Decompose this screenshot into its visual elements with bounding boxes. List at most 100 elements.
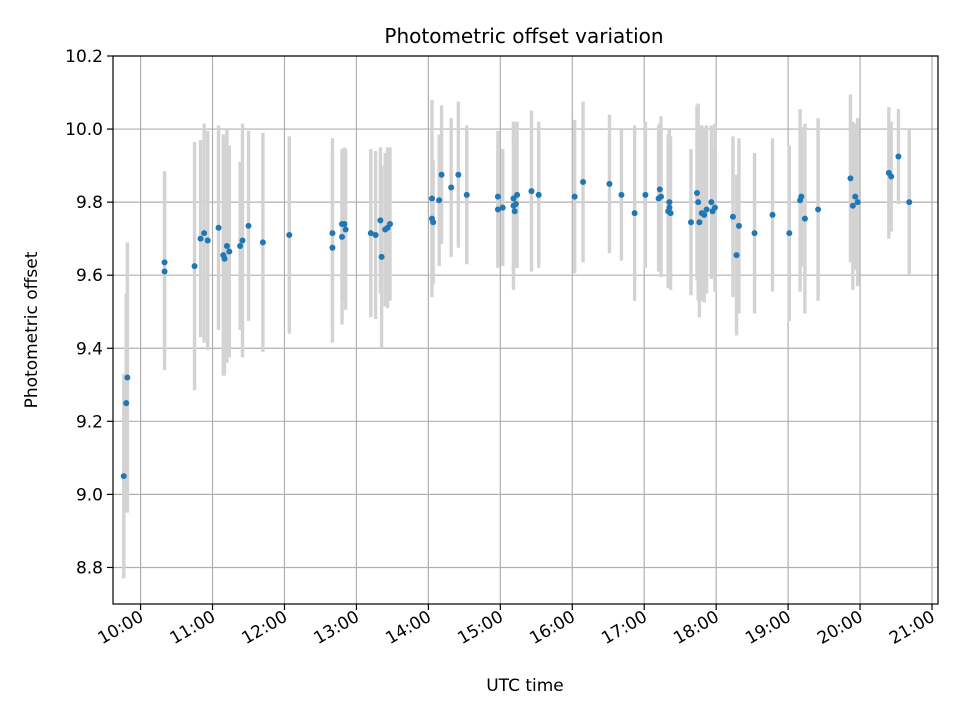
data-point [438, 171, 445, 178]
data-point [221, 255, 228, 262]
data-point [339, 233, 346, 240]
x-tick-label: 19:00 [742, 607, 794, 649]
data-point [494, 193, 501, 200]
data-point [733, 252, 740, 259]
data-point [580, 179, 587, 186]
y-tick-label: 10.0 [65, 120, 103, 140]
data-point [191, 263, 198, 270]
data-point [571, 193, 578, 200]
data-point [455, 171, 462, 178]
error-bars [122, 94, 911, 579]
data-point [448, 184, 455, 191]
data-point [751, 230, 758, 237]
data-point [120, 473, 127, 480]
x-tick-label: 13:00 [310, 607, 362, 649]
data-point [510, 195, 517, 202]
y-tick-label: 9.8 [76, 193, 103, 213]
data-point [259, 239, 266, 246]
data-point [329, 244, 336, 251]
data-point [849, 202, 856, 209]
plot-frame [112, 55, 939, 605]
data-point [161, 268, 168, 275]
data-point [642, 191, 649, 198]
data-point [906, 199, 913, 206]
x-tick-label: 10:00 [95, 607, 147, 649]
data-point [528, 188, 535, 195]
data-point [511, 208, 518, 215]
x-tick-label: 21:00 [886, 607, 938, 649]
data-point [786, 230, 793, 237]
x-tick-label: 11:00 [167, 607, 219, 649]
data-point [815, 206, 822, 213]
y-tick-label: 10.2 [65, 47, 103, 67]
data-point [286, 232, 293, 239]
data-point [436, 197, 443, 204]
data-point [687, 219, 694, 226]
data-point [245, 222, 252, 229]
y-tick-label: 9.2 [76, 412, 103, 432]
data-point [341, 221, 348, 228]
data-point [204, 237, 211, 244]
y-tick-label: 9.0 [76, 485, 103, 505]
data-point [161, 259, 168, 266]
data-point [329, 230, 336, 237]
data-point [711, 204, 718, 211]
data-point [494, 206, 501, 213]
data-point [798, 193, 805, 200]
data-points [120, 153, 913, 480]
data-point [801, 215, 808, 222]
grid [113, 55, 938, 604]
data-point [703, 206, 710, 213]
x-axis-label: UTC time [486, 676, 564, 696]
data-point [666, 204, 673, 211]
chart-title: Photometric offset variation [384, 24, 663, 48]
data-point [342, 226, 349, 233]
data-point [378, 253, 385, 260]
data-point [124, 374, 131, 381]
x-tick-label: 12:00 [239, 607, 291, 649]
data-point [201, 230, 208, 237]
data-point [658, 193, 665, 200]
data-point [895, 153, 902, 160]
data-point [239, 237, 246, 244]
x-axis: 10:00 11:00 12:00 13:00 14:00 15:00 16:00 17:00… [95, 604, 939, 649]
data-point [888, 173, 895, 180]
data-point [123, 400, 130, 407]
data-point [852, 193, 859, 200]
data-point [693, 190, 700, 196]
data-point [666, 199, 673, 206]
data-point [618, 191, 625, 198]
data-point [223, 242, 230, 249]
data-point [512, 200, 519, 207]
data-point [769, 211, 776, 218]
data-point [667, 210, 674, 217]
data-point [386, 221, 393, 228]
data-point [215, 224, 222, 231]
data-point [499, 204, 506, 211]
x-tick-label: 14:00 [382, 607, 434, 649]
y-tick-label: 9.6 [76, 266, 103, 286]
data-point [708, 199, 715, 206]
data-point [729, 213, 736, 220]
data-point [463, 191, 470, 198]
data-point [237, 242, 244, 249]
data-point [695, 199, 702, 206]
data-point [701, 211, 708, 218]
y-axis-label: Photometric offset [22, 251, 42, 408]
data-point [735, 222, 742, 229]
data-point [197, 235, 204, 242]
data-point [854, 199, 861, 206]
data-point [428, 195, 435, 202]
data-point [535, 191, 542, 198]
data-point [367, 230, 374, 237]
data-point [514, 191, 521, 198]
data-point [847, 175, 854, 182]
x-tick-label: 18:00 [670, 607, 722, 649]
y-axis: 8.8 9.0 9.2 9.4 9.6 9.8 10.0 10.2 [65, 47, 113, 578]
data-point [372, 232, 379, 239]
data-point [631, 210, 638, 217]
data-point [226, 248, 233, 255]
data-point [696, 219, 703, 226]
data-point [656, 186, 663, 193]
